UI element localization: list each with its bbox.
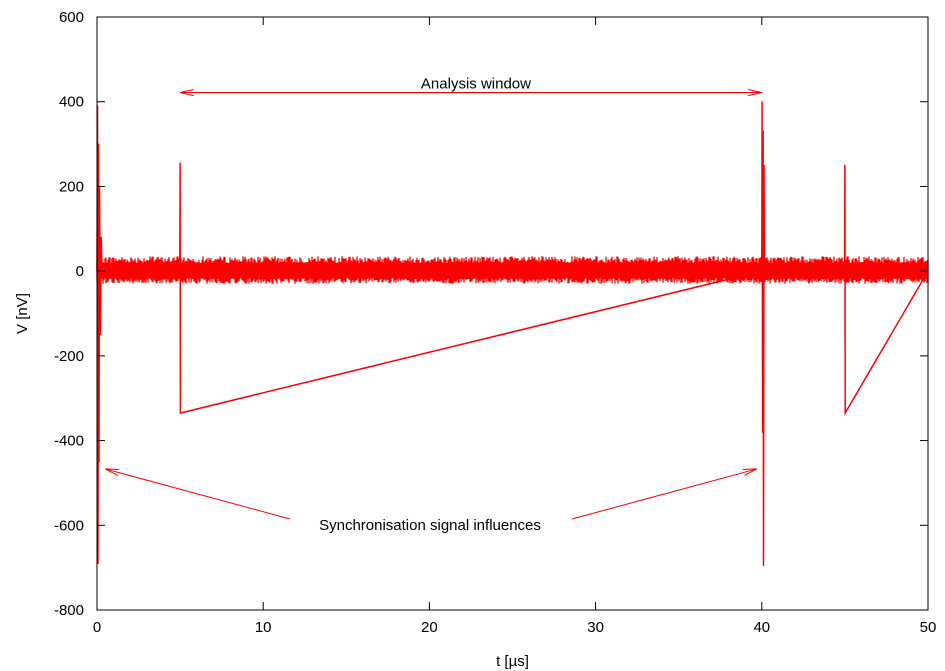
- signal-point-3: [97, 143, 100, 145]
- signal-point-10: [179, 162, 181, 164]
- signal-point-13: [761, 101, 763, 103]
- x-tick-label-5: 50: [920, 619, 937, 636]
- y-tick-label-5: 200: [59, 178, 84, 195]
- signal-point-16: [762, 564, 765, 567]
- x-tick-label-3: 30: [587, 619, 604, 636]
- signal-point-18: [763, 270, 766, 272]
- signal-point-17: [763, 164, 765, 166]
- signal-point-15: [762, 130, 764, 132]
- y-tick-label-4: 0: [76, 263, 84, 280]
- y-axis-label: V [nV]: [14, 293, 31, 334]
- signal-point-4: [98, 461, 100, 463]
- sync-arrow-1: [571, 468, 757, 520]
- signal-point-7: [100, 236, 102, 238]
- sync-influence-label: Synchronisation signal influences: [319, 517, 541, 534]
- signal-layer: [96, 101, 929, 567]
- signal-point-21: [844, 412, 846, 414]
- x-tick-label-4: 40: [753, 619, 770, 636]
- signal-point-2: [97, 562, 99, 565]
- signal-series-line: [96, 101, 929, 566]
- y-tick-label-3: -200: [54, 348, 84, 365]
- x-tick-label-2: 20: [421, 619, 438, 636]
- analysis-arrowhead-right: [748, 88, 762, 97]
- y-tick-label-2: -400: [54, 433, 84, 450]
- y-tick-label-0: -800: [54, 602, 84, 619]
- y-tick-label-1: -600: [54, 517, 84, 534]
- analysis-arrowhead-left: [179, 88, 194, 97]
- axis-ticks: 0 10 20 30 40 50 -800 -600 -400 -200 0 200 400 600: [54, 9, 936, 636]
- signal-point-6: [99, 334, 101, 336]
- signal-point-19: [843, 270, 846, 272]
- signal-noise-band: [96, 256, 929, 284]
- signal-point-11: [179, 412, 182, 414]
- signal-point-20: [844, 164, 846, 166]
- analysis-window-label: Analysis window: [421, 76, 531, 93]
- signal-point-14: [762, 431, 764, 433]
- y-tick-label-7: 600: [59, 9, 84, 26]
- signal-point-12: [761, 270, 763, 272]
- signal-point-9: [179, 270, 181, 272]
- sync-arrowhead-1: [742, 468, 758, 476]
- x-tick-label-1: 10: [255, 619, 272, 636]
- y-tick-label-6: 400: [59, 94, 84, 111]
- sync-arrowhead-0: [105, 468, 120, 476]
- sync-arrow-0: [105, 468, 291, 520]
- x-tick-label-0: 0: [93, 619, 101, 636]
- annotations: Analysis window Synchronisation signal in…: [105, 76, 762, 534]
- x-axis-label: t [µs]: [496, 653, 529, 670]
- plot-frame: [96, 16, 929, 611]
